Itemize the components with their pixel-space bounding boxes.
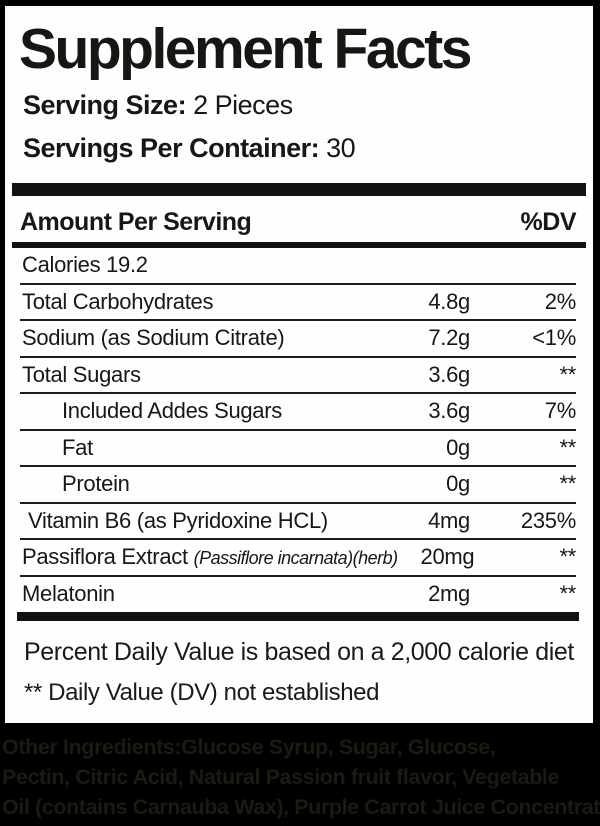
footnote-daily-value: Percent Daily Value is based on a 2,000 … [24, 638, 574, 666]
nutrient-name: Included Addes Sugars [62, 398, 282, 424]
footnote-dv-not-established: ** Daily Value (DV) not established [24, 679, 380, 706]
nutrient-row-calories: Calories 19.2 [20, 248, 576, 285]
other-ingredients: Other Ingredients:Glucose Syrup, Sugar, … [2, 732, 600, 822]
divider-thick-bottom [17, 612, 579, 621]
nutrient-name: Melatonin [22, 580, 115, 606]
nutrient-amount: 7.2g [428, 325, 470, 351]
nutrient-amount: 0g [446, 471, 470, 497]
nutrient-amount: 3.6g [428, 361, 470, 387]
nutrient-name: Sodium (as Sodium Citrate) [22, 325, 285, 351]
other-ingredients-line: Pectin, Citric Acid, Natural Passion fru… [2, 765, 560, 789]
nutrient-row-fat: Fat 0g ** [20, 431, 576, 467]
nutrient-amount: 0g [446, 434, 470, 460]
nutrient-name: Total Sugars [22, 361, 141, 387]
nutrient-row-sodium: Sodium (as Sodium Citrate) 7.2g <1% [20, 321, 576, 358]
nutrient-dv: ** [559, 434, 576, 460]
nutrient-dv: ** [559, 471, 576, 497]
nutrient-name: Calories 19.2 [22, 252, 148, 278]
nutrient-dv: 2% [544, 288, 577, 314]
label-title: Supplement Facts [19, 17, 472, 81]
nutrient-amount: 4mg [428, 507, 470, 533]
servings-per-container-line: Servings Per Container: 30 [23, 133, 356, 164]
amount-per-serving-header: Amount Per Serving [20, 207, 252, 236]
nutrient-amount: 20mg [420, 544, 475, 570]
nutrient-amount: 2mg [428, 580, 470, 606]
nutrient-dv: ** [559, 361, 576, 387]
serving-size-value: 2 Pieces [193, 90, 293, 120]
nutrient-dv: 235% [520, 507, 576, 533]
nutrient-row-melatonin: Melatonin 2mg ** [20, 577, 576, 612]
servings-per-container-label: Servings Per Container: [23, 133, 320, 163]
nutrient-row-vitamin-b6: Vitamin B6 (as Pyridoxine HCL) 4mg 235% [20, 504, 576, 540]
nutrient-name: Total Carbohydrates [22, 288, 214, 314]
nutrient-table: Calories 19.2 Total Carbohydrates 4.8g 2… [20, 248, 576, 611]
other-ingredients-line: Other Ingredients:Glucose Syrup, Sugar, … [2, 735, 496, 759]
supplement-facts-box: Supplement Facts Serving Size: 2 Pieces … [5, 6, 593, 723]
nutrient-name: Fat [62, 434, 93, 460]
nutrient-row-protein: Protein 0g ** [20, 467, 576, 504]
nutrient-scientific-name: (Passiflore incarnata)(herb) [193, 548, 399, 569]
nutrient-dv: <1% [532, 325, 576, 351]
divider-thick-top [12, 183, 586, 196]
nutrient-amount: 3.6g [428, 398, 470, 424]
other-ingredients-line: Oil (contains Carnauba Wax), Purple Carr… [2, 795, 600, 819]
nutrient-dv: ** [559, 544, 576, 570]
nutrient-row-total-sugars: Total Sugars 3.6g ** [20, 358, 576, 394]
nutrient-dv: ** [559, 580, 576, 606]
nutrient-row-passiflora: Passiflora Extract (Passiflore incarnata… [20, 540, 576, 577]
nutrient-row-carbohydrates: Total Carbohydrates 4.8g 2% [20, 285, 577, 321]
nutrient-name: Protein [62, 471, 130, 497]
serving-size-label: Serving Size: [23, 90, 187, 120]
divider-medium-header [12, 242, 586, 248]
nutrient-name: Vitamin B6 (as Pyridoxine HCL) [28, 507, 328, 533]
table-header: Amount Per Serving %DV [20, 202, 577, 242]
nutrient-amount: 4.8g [428, 288, 470, 314]
nutrient-name: Passiflora Extract (Passiflore incarnata… [22, 544, 399, 570]
nutrient-row-added-sugars: Included Addes Sugars 3.6g 7% [20, 394, 576, 431]
nutrient-dv: 7% [544, 398, 577, 424]
serving-size-line: Serving Size: 2 Pieces [23, 90, 293, 121]
dv-header: %DV [520, 207, 577, 236]
servings-per-container-value: 30 [326, 133, 356, 163]
